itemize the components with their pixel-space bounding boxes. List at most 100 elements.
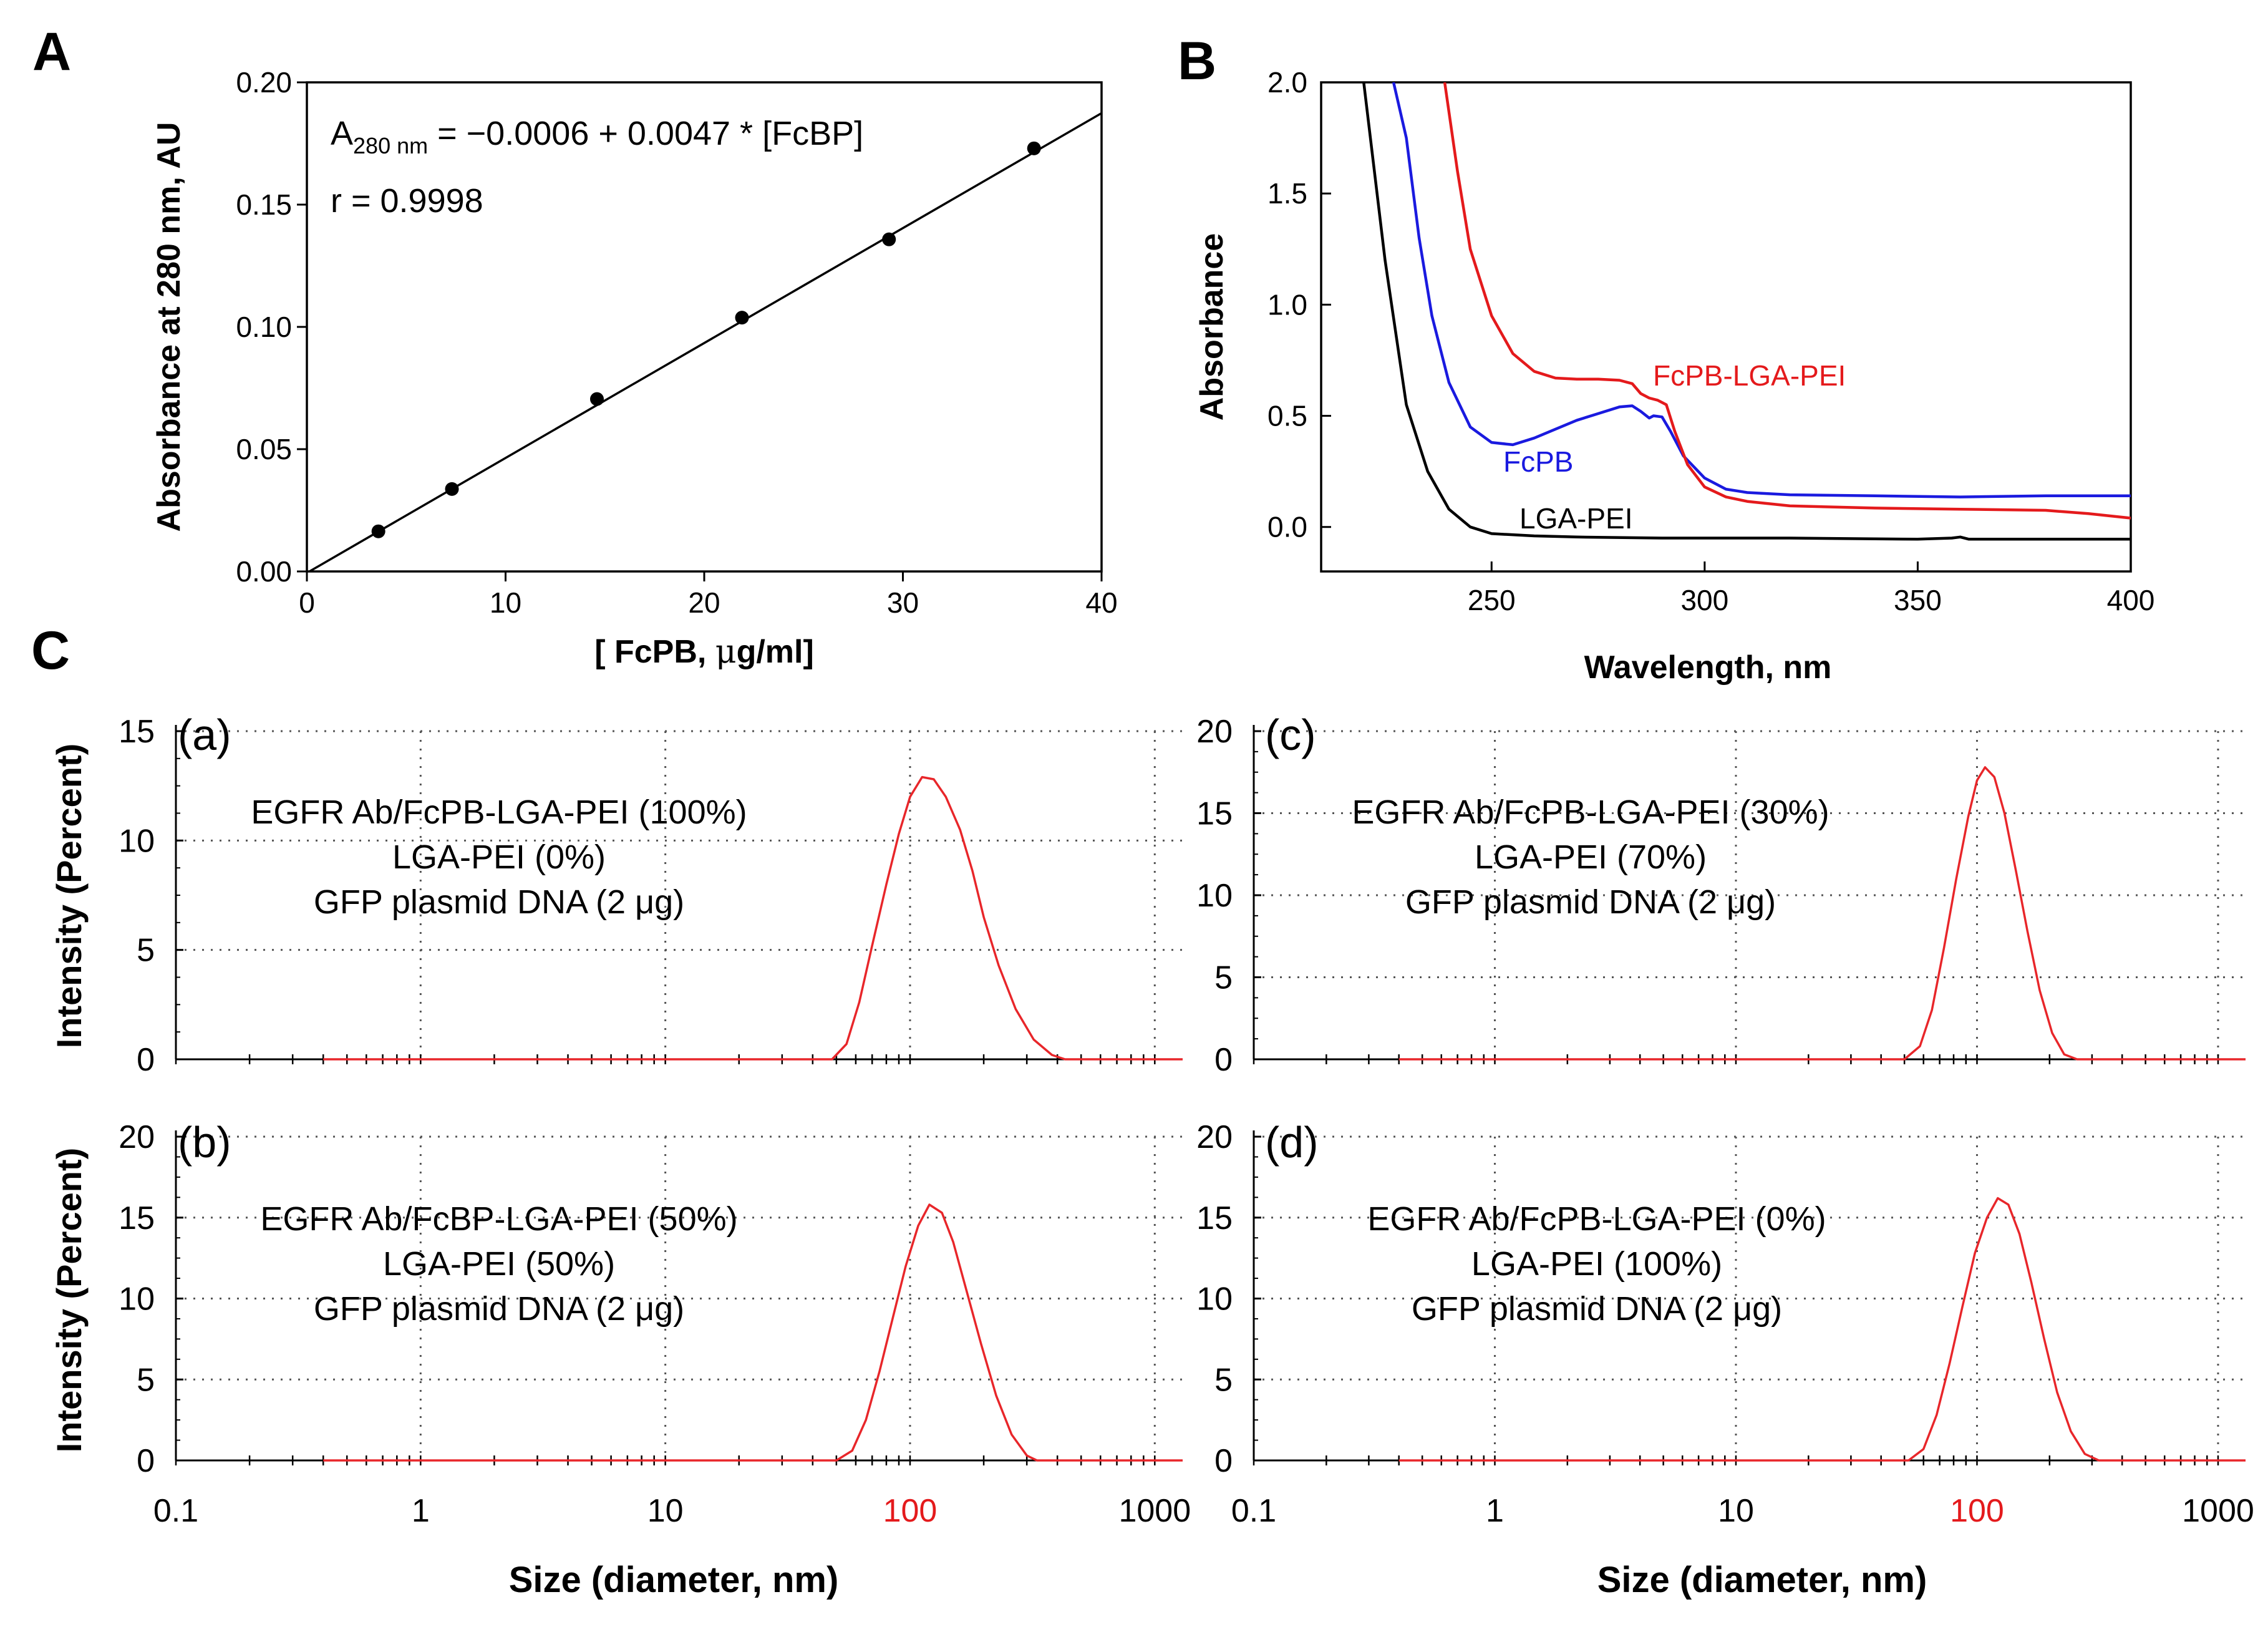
panel-a-x-axis-label: [ FcPB, μg/ml] xyxy=(594,633,814,671)
y-tick-label: 0 xyxy=(137,1042,155,1078)
panel-b-series xyxy=(1362,82,2131,541)
panel-c-b-line-3: GFP plasmid DNA (2 μg) xyxy=(314,1290,684,1328)
panel-a-fit-line xyxy=(309,112,1102,573)
x-tick-label: 300 xyxy=(1680,584,1728,616)
y-tick-label: 20 xyxy=(119,1119,155,1155)
panel-c-a-curve xyxy=(323,775,1183,1061)
panel-c-a: 0 5 10 15 (a) EGFR Ab/FcPB-LGA-PEI (100%) L… xyxy=(119,711,1183,1078)
y-tick-label: 10 xyxy=(119,1281,155,1318)
data-point xyxy=(882,232,896,246)
y-tick-label: 0.0 xyxy=(1267,511,1307,543)
y-tick-label: 15 xyxy=(1196,796,1233,832)
panel-c-d-curve xyxy=(1398,1197,2246,1462)
panel-a-standard-curve: 0 10 20 30 40 0.00 0.05 0.10 0.15 0.20 A280 nm = … xyxy=(151,66,1118,671)
panel-c-a-line-2: LGA-PEI (0%) xyxy=(392,838,606,876)
data-point xyxy=(735,311,749,325)
panel-c-a-tag: (a) xyxy=(178,711,231,759)
y-tick-label: 1.0 xyxy=(1267,288,1307,321)
panel-c-b-curve xyxy=(323,1203,1183,1462)
panel-c-c-line-3: GFP plasmid DNA (2 μg) xyxy=(1405,883,1776,921)
x-tick-label: 10 xyxy=(1718,1493,1754,1529)
panel-c-b: 0 5 10 15 20 0.1 1 10 100 1000 (b) EGFR Ab/FcBP-L… xyxy=(119,1118,1191,1600)
x-tick-label: 1 xyxy=(1486,1493,1504,1529)
panel-label-c: C xyxy=(31,621,70,681)
panel-b-ticks: 250 300 350 400 0.0 0.5 1.0 1.5 2.0 xyxy=(1267,66,2154,616)
y-tick-label: 5 xyxy=(137,933,155,969)
size-distribution-curve xyxy=(323,775,1183,1061)
y-tick-label: 0 xyxy=(1214,1443,1233,1479)
panel-c-d-x-axis-label: Size (diameter, nm) xyxy=(1597,1560,1927,1600)
y-tick-label: 15 xyxy=(1196,1200,1233,1236)
x-tick-label: 40 xyxy=(1085,586,1117,619)
panel-c-d-line-1: EGFR Ab/FcPB-LGA-PEI (0%) xyxy=(1367,1200,1826,1238)
panel-b-x-axis-label: Wavelength, nm xyxy=(1584,649,1832,686)
panel-c-b-x-axis-label: Size (diameter, nm) xyxy=(509,1560,839,1600)
panel-c-a-gridlines xyxy=(176,730,1183,1059)
panel-b-y-axis-label: Absorbance xyxy=(1194,233,1230,421)
label-fcpb-lga-pei: FcPB-LGA-PEI xyxy=(1653,359,1846,392)
y-tick-label: 5 xyxy=(137,1362,155,1398)
series-fcpb xyxy=(1392,82,2131,498)
panel-c-d: 0 5 10 15 20 0.1 1 10 100 1000 (d) EGFR Ab/FcPB-L… xyxy=(1196,1118,2254,1600)
panel-c-a-line-3: GFP plasmid DNA (2 μg) xyxy=(314,883,684,921)
panel-a-data-points xyxy=(371,141,1041,538)
y-tick-label: 5 xyxy=(1214,1362,1233,1398)
size-distribution-curve xyxy=(1398,1197,2246,1462)
y-tick-label: 0.05 xyxy=(236,433,292,465)
series-fcpb-lga-pei xyxy=(1443,82,2131,520)
panel-c-d-line-2: LGA-PEI (100%) xyxy=(1471,1245,1722,1283)
panel-c-a-y-axis-label: Intensity (Percent) xyxy=(49,744,89,1049)
y-tick-label: 20 xyxy=(1196,714,1233,750)
panel-a-y-axis-label: Absorbance at 280 nm, AU xyxy=(151,122,187,532)
panel-c-d-gridlines xyxy=(1254,1135,2246,1460)
y-tick-label: 15 xyxy=(119,1200,155,1236)
y-tick-label: 15 xyxy=(119,714,155,750)
panel-c-b-gridlines xyxy=(176,1135,1183,1460)
panel-c-b-y-axis-label: Intensity (Percent) xyxy=(49,1148,89,1453)
y-tick-label: 0.20 xyxy=(236,66,292,99)
y-tick-label: 1.5 xyxy=(1267,177,1307,210)
y-tick-label: 0.10 xyxy=(236,311,292,343)
panel-c-b-line-2: LGA-PEI (50%) xyxy=(383,1245,615,1283)
panel-c-b-ticks: 0 5 10 15 20 0.1 1 10 100 1000 xyxy=(119,1119,1191,1529)
x-tick-label: 20 xyxy=(688,586,720,619)
panel-a-equation: A280 nm = −0.0006 + 0.0047 * [FcBP] xyxy=(331,115,863,158)
x-tick-label: 10 xyxy=(647,1493,684,1529)
x-tick-label: 1 xyxy=(412,1493,430,1529)
x-tick-label: 10 xyxy=(490,586,521,619)
y-tick-label: 0.15 xyxy=(236,188,292,221)
x-tick-label: 100 xyxy=(883,1493,938,1529)
series-lga-pei xyxy=(1362,82,2131,541)
x-tick-label: 0.1 xyxy=(153,1493,198,1529)
size-distribution-curve xyxy=(323,1203,1183,1462)
x-tick-label: 0 xyxy=(299,586,315,619)
y-tick-label: 10 xyxy=(1196,1281,1233,1318)
y-tick-label: 10 xyxy=(1196,878,1233,914)
panel-b-uv-spectra: 250 300 350 400 0.0 0.5 1.0 1.5 2.0 FcPB-LGA-PEI… xyxy=(1194,66,2154,686)
panel-label-b: B xyxy=(1178,31,1216,91)
x-tick-label: 1000 xyxy=(1118,1493,1191,1529)
data-point xyxy=(371,524,385,538)
y-tick-label: 10 xyxy=(119,823,155,859)
panel-a-ticks: 0 10 20 30 40 0.00 0.05 0.10 0.15 0.20 xyxy=(236,66,1117,619)
x-tick-label: 400 xyxy=(2107,584,2155,616)
panel-c-c-line-1: EGFR Ab/FcPB-LGA-PEI (30%) xyxy=(1352,794,1829,831)
y-tick-label: 20 xyxy=(1196,1119,1233,1155)
panel-c-c-line-2: LGA-PEI (70%) xyxy=(1475,838,1707,876)
x-tick-label: 350 xyxy=(1894,584,1942,616)
y-tick-label: 0.5 xyxy=(1267,400,1307,432)
panel-c-d-tag: (d) xyxy=(1265,1118,1319,1167)
x-tick-label: 1000 xyxy=(2182,1493,2254,1529)
panel-c-a-line-1: EGFR Ab/FcPB-LGA-PEI (100%) xyxy=(251,794,747,831)
data-point xyxy=(590,392,604,406)
panel-c-b-line-1: EGFR Ab/FcBP-LGA-PEI (50%) xyxy=(260,1200,737,1238)
panel-c-c-curve xyxy=(1398,766,2246,1061)
panel-c-d-line-3: GFP plasmid DNA (2 μg) xyxy=(1412,1290,1782,1328)
y-tick-label: 0.00 xyxy=(236,555,292,588)
panel-a-r-value: r = 0.9998 xyxy=(331,182,483,220)
panel-b-frame xyxy=(1320,81,2132,573)
y-tick-label: 5 xyxy=(1214,960,1233,996)
y-tick-label: 0 xyxy=(1214,1042,1233,1078)
